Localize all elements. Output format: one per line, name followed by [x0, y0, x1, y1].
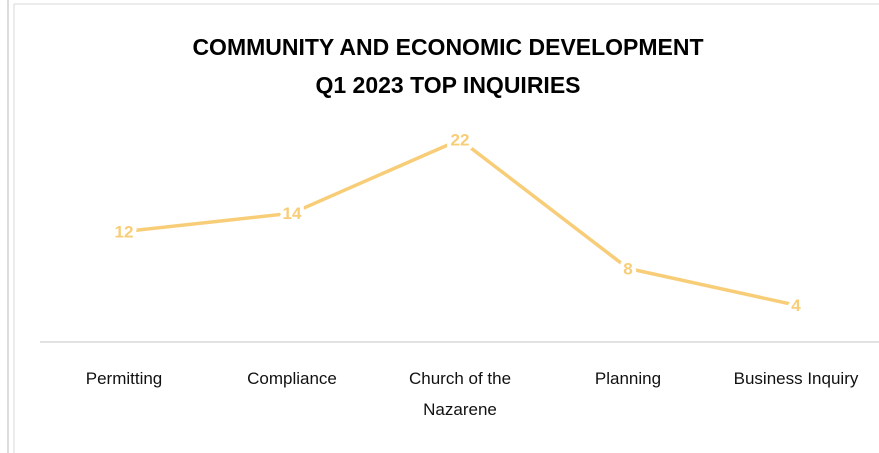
chart-title: Q1 2023 TOP INQUIRIES [315, 72, 580, 98]
data-label: 22 [451, 131, 470, 150]
data-label: 12 [115, 223, 134, 242]
data-label: 14 [283, 204, 302, 223]
x-tick-label: Church of the Nazarene [408, 369, 512, 419]
x-tick-label: Permitting [85, 369, 163, 388]
x-tick-label: Planning [594, 369, 662, 388]
line-series [123, 137, 797, 307]
data-label: 8 [623, 259, 632, 278]
chart-title: COMMUNITY AND ECONOMIC DEVELOPMENT [192, 34, 703, 60]
x-tick-label: Compliance [247, 369, 337, 388]
data-label: 4 [791, 296, 801, 315]
x-tick-label: Business Inquiry [733, 369, 859, 388]
